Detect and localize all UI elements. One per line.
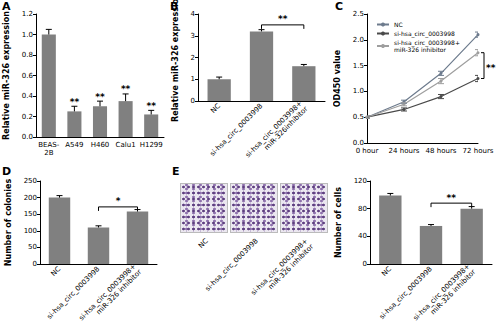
svg-text:Number of colonies: Number of colonies [4,179,13,267]
svg-text:80: 80 [358,205,367,213]
svg-text:Relative miR-326 expression: Relative miR-326 expression [2,11,11,140]
svg-text:3: 3 [191,32,195,40]
svg-text:miR-326 inhibitor: miR-326 inhibitor [95,268,143,316]
svg-text:0.0: 0.0 [22,133,33,141]
svg-text:1.0: 1.0 [22,31,33,39]
svg-text:0 hour: 0 hour [356,147,379,155]
svg-text:40: 40 [358,232,367,240]
svg-text:*: * [116,196,121,206]
svg-text:H460: H460 [91,141,110,149]
svg-text:**: ** [95,92,105,102]
svg-text:**: ** [278,14,288,24]
svg-text:0.8: 0.8 [22,51,33,59]
svg-text:**: ** [447,193,457,203]
svg-text:miR-326inhibitor: miR-326inhibitor [263,105,310,152]
svg-text:2.5: 2.5 [353,10,364,18]
svg-text:1.5: 1.5 [353,62,364,70]
svg-text:2B: 2B [44,149,53,157]
svg-text:0.5: 0.5 [353,113,364,121]
svg-text:1.2: 1.2 [22,10,33,18]
svg-text:NC: NC [394,21,403,28]
svg-text:OD450 value: OD450 value [333,49,342,107]
svg-text:miR-326 inhibitor: miR-326 inhibitor [429,268,477,316]
svg-text:**: ** [486,63,496,73]
svg-text:4: 4 [191,10,196,18]
svg-text:50: 50 [28,243,37,251]
svg-text:1.0: 1.0 [353,87,364,95]
svg-text:si-hsa_circ_0003998+: si-hsa_circ_0003998+ [244,99,304,159]
svg-text:2: 2 [191,54,195,62]
svg-text:BEAS-: BEAS- [38,141,59,149]
svg-text:si-hsa_circ_0003998+: si-hsa_circ_0003998+ [412,262,472,322]
svg-text:**: ** [121,84,131,94]
svg-text:si-hsa_circ_0003998: si-hsa_circ_0003998 [394,30,455,38]
svg-text:120: 120 [354,177,367,185]
svg-text:**: ** [70,97,80,107]
svg-text:0: 0 [363,260,367,268]
svg-text:200: 200 [24,194,37,202]
svg-text:si-hsa_circ_0003998: si-hsa_circ_0003998 [46,265,102,321]
svg-text:miR-326 inhibitor: miR-326 inhibitor [394,46,446,53]
svg-text:48 hours: 48 hours [426,147,457,155]
svg-text:H1299: H1299 [140,141,163,149]
svg-text:0.2: 0.2 [22,113,33,121]
svg-text:NC: NC [380,265,393,278]
svg-text:Number of cells: Number of cells [334,187,343,258]
svg-text:0: 0 [33,260,37,268]
svg-text:Calu1: Calu1 [116,141,136,149]
svg-text:A549: A549 [65,141,83,149]
svg-text:NC: NC [50,265,63,278]
svg-text:100: 100 [24,227,37,235]
svg-text:si-hsa_circ_0003998+: si-hsa_circ_0003998+ [78,262,138,322]
svg-text:0.0: 0.0 [353,139,364,147]
svg-text:24 hours: 24 hours [389,147,420,155]
svg-text:0: 0 [191,97,195,105]
svg-text:NC: NC [209,102,222,115]
svg-text:250: 250 [24,177,37,185]
svg-text:72 hours: 72 hours [463,147,494,155]
svg-text:150: 150 [24,210,37,218]
svg-text:1: 1 [191,75,195,83]
svg-text:2.0: 2.0 [353,36,364,44]
svg-text:Relative miR-326 expression: Relative miR-326 expression [171,0,180,122]
svg-text:**: ** [146,101,156,111]
svg-text:0.6: 0.6 [22,72,34,80]
svg-text:0.4: 0.4 [22,92,34,100]
